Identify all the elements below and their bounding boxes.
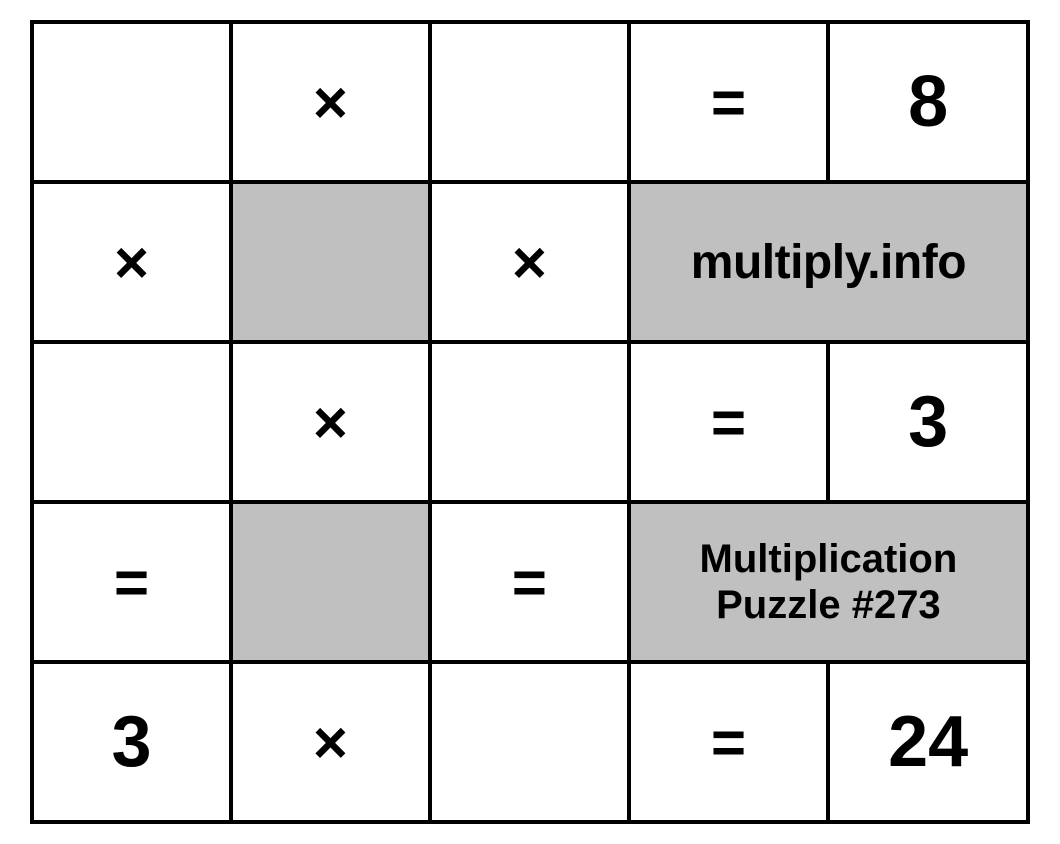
cell-r3-title: Multiplication Puzzle #273 [629,502,1028,662]
cell-r2c3-equals: = [629,342,829,502]
puzzle-title-line2: Puzzle #273 [716,583,941,627]
cell-r3c0-equals: = [32,502,231,662]
cell-r0c1-times: × [231,22,430,182]
cell-r2c1-times: × [231,342,430,502]
cell-r1c0-times: × [32,182,231,342]
cell-r0c4-value: 8 [828,22,1028,182]
cell-r4c2 [430,662,629,822]
multiplication-puzzle-grid: × = 8 × × multiply.info × = 3 = = Multip… [30,20,1030,824]
cell-r2c2 [430,342,629,502]
cell-r0c3-equals: = [629,22,829,182]
cell-r4c1-times: × [231,662,430,822]
cell-r4c3-equals: = [629,662,829,822]
cell-r3c2-equals: = [430,502,629,662]
cell-r1c1-grey [231,182,430,342]
cell-r1c2-times: × [430,182,629,342]
cell-r4c0-value: 3 [32,662,231,822]
cell-r0c0 [32,22,231,182]
cell-r4c4-value: 24 [828,662,1028,822]
cell-r2c4-value: 3 [828,342,1028,502]
cell-r0c2 [430,22,629,182]
cell-r1-site: multiply.info [629,182,1028,342]
cell-r3c1-grey [231,502,430,662]
cell-r2c0 [32,342,231,502]
puzzle-title-line1: Multiplication [700,537,958,581]
